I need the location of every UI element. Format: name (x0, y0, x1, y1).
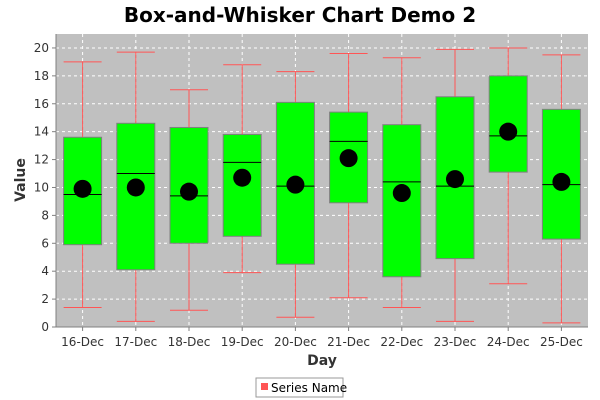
y-tick-label: 10 (34, 180, 49, 194)
y-tick-label: 16 (34, 97, 49, 111)
x-tick-label: 21-Dec (327, 335, 370, 349)
box-iqr (382, 124, 422, 278)
x-tick-label: 23-Dec (434, 335, 477, 349)
x-tick-label: 16-Dec (61, 335, 104, 349)
mean-marker (392, 184, 411, 203)
mean-marker (126, 178, 145, 197)
x-axis-label: Day (307, 353, 337, 369)
legend-label: Series Name (271, 381, 347, 395)
chart-title: Box-and-Whisker Chart Demo 2 (124, 3, 476, 27)
mean-marker (286, 175, 305, 194)
y-tick-label: 20 (34, 41, 49, 55)
y-axis-label: Value (13, 158, 29, 202)
y-tick-label: 12 (34, 153, 49, 167)
legend-frame (255, 377, 344, 398)
mean-marker (233, 168, 252, 187)
y-tick-label: 0 (41, 320, 49, 334)
y-tick-label: 18 (34, 69, 49, 83)
legend: Series Name (255, 377, 347, 398)
mean-marker (73, 179, 92, 198)
x-tick-label: 24-Dec (487, 335, 530, 349)
plot-area: 0 2 4 6 8 10 12 14 16 18 20 16-Dec 17-Dec 18-Dec 19-De… (34, 34, 588, 349)
y-tick-label: 8 (41, 208, 49, 222)
y-tick-label: 4 (41, 264, 49, 278)
x-tick-label: 25-Dec (540, 335, 583, 349)
x-tick-label: 20-Dec (274, 335, 317, 349)
mean-marker (552, 172, 571, 191)
y-tick-label: 6 (41, 236, 49, 250)
x-tick-label: 19-Dec (221, 335, 264, 349)
y-tick-label: 2 (41, 292, 49, 306)
mean-marker (446, 170, 464, 189)
x-tick-label: 18-Dec (168, 335, 211, 349)
legend-swatch (261, 383, 268, 390)
x-tick-label: 17-Dec (114, 335, 157, 349)
box-iqr (116, 122, 156, 271)
box-iqr (222, 133, 262, 237)
mean-marker (339, 149, 358, 168)
y-tick-label: 14 (34, 125, 49, 139)
mean-marker (499, 122, 518, 141)
x-tick-label: 22-Dec (380, 335, 423, 349)
mean-marker (180, 182, 198, 201)
